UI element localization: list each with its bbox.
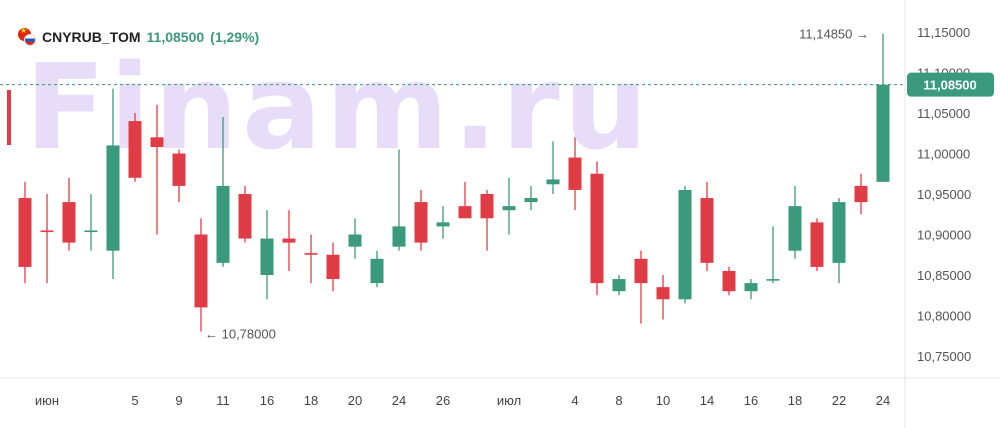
candle-body — [788, 206, 802, 251]
candle-body — [370, 258, 384, 284]
candle-body — [590, 173, 604, 284]
x-tick-label: 10 — [656, 393, 670, 408]
x-tick-label: июл — [497, 393, 521, 408]
legend-price: 11,08500 — [146, 29, 205, 45]
last-price-label: 11,08500 — [923, 78, 977, 93]
candle-body — [502, 206, 516, 211]
candle-body — [128, 121, 142, 178]
candle-body — [84, 230, 98, 233]
high-annotation: 11,14850 → — [799, 27, 869, 42]
candle-body — [722, 270, 736, 292]
candle-body — [194, 234, 208, 308]
candle-body — [854, 185, 868, 203]
y-tick-label: 10,95000 — [917, 187, 971, 202]
candle-body — [216, 185, 230, 263]
x-tick-label: 16 — [260, 393, 274, 408]
last-price-badge — [907, 72, 994, 97]
candle-body — [700, 198, 714, 263]
x-tick-label: 18 — [304, 393, 318, 408]
candle-body — [282, 238, 296, 243]
candle-body — [238, 194, 252, 239]
candle-body — [766, 279, 780, 281]
x-tick-label: 4 — [571, 393, 578, 408]
y-tick-label: 10,85000 — [917, 268, 971, 283]
low-annotation: ← 10,78000 — [205, 327, 276, 342]
x-tick-label: 16 — [744, 393, 758, 408]
x-tick-label: 22 — [832, 393, 846, 408]
y-tick-label: 10,75000 — [917, 349, 971, 364]
y-tick-label: 11,15000 — [917, 25, 970, 40]
cny-rub-flag-icon — [18, 26, 36, 46]
legend-change: (1,29%) — [210, 29, 260, 45]
candle-body — [392, 226, 406, 247]
candle-body — [348, 234, 362, 247]
candle-body — [678, 189, 692, 300]
candle-body — [18, 198, 32, 267]
y-tick-label: 10,80000 — [917, 309, 971, 324]
candle-body — [260, 238, 274, 275]
candle-body — [150, 137, 164, 148]
candle-body — [172, 153, 186, 186]
candle-body — [458, 206, 472, 219]
candle-body — [62, 202, 76, 243]
y-tick-label: 11,00000 — [917, 147, 970, 162]
x-tick-label: 11 — [216, 393, 230, 408]
x-tick-label: июн — [35, 393, 59, 408]
x-tick-label: 24 — [392, 393, 406, 408]
y-tick-label: 10,90000 — [917, 228, 971, 243]
x-tick-label: 18 — [788, 393, 802, 408]
candle-body — [436, 222, 450, 227]
candle-body — [568, 157, 582, 190]
candle-body — [546, 179, 560, 185]
x-tick-label: 26 — [436, 393, 450, 408]
candle-body — [524, 198, 538, 203]
candle-body — [832, 202, 846, 263]
candle-body — [656, 287, 670, 300]
x-tick-label: 14 — [700, 393, 714, 408]
candle-body — [304, 253, 318, 255]
x-tick-label: 9 — [175, 393, 182, 408]
candle-body — [810, 222, 824, 267]
y-tick-label: 11,05000 — [917, 106, 970, 121]
candle-body — [744, 283, 758, 292]
x-tick-label: 8 — [615, 393, 622, 408]
x-tick-label: 20 — [348, 393, 362, 408]
candle-body — [612, 279, 626, 292]
legend: CNYRUB_TOM 11,08500 (1,29%) — [18, 26, 260, 46]
candle-body — [634, 258, 648, 284]
candle-body — [106, 145, 120, 251]
candle-body — [876, 84, 890, 182]
x-tick-label: 5 — [131, 393, 138, 408]
candle-body — [40, 230, 54, 233]
ticker-label[interactable]: CNYRUB_TOM — [42, 29, 141, 45]
left-edge-marker — [7, 90, 11, 145]
candle-body — [326, 254, 340, 280]
x-tick-label: 24 — [876, 393, 890, 408]
candle-body — [414, 202, 428, 243]
candle-body — [480, 194, 494, 219]
